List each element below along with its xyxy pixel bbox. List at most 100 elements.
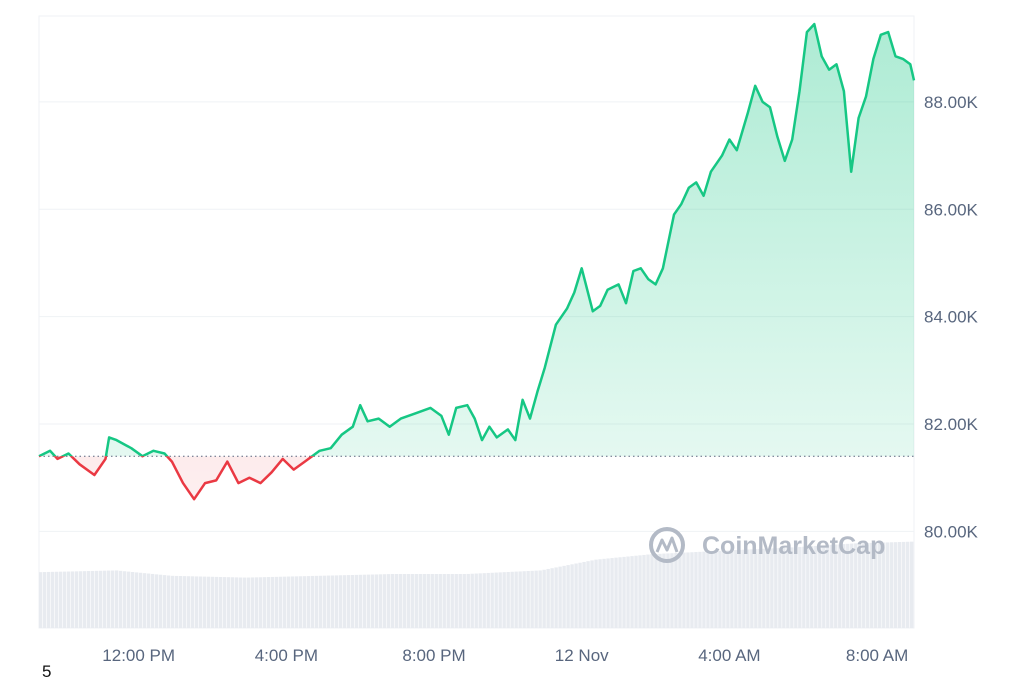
volume-bar [182,576,187,628]
volume-bar [586,561,590,628]
volume-bar [250,577,255,628]
volume-bar [362,574,367,628]
volume-bar [630,556,634,628]
volume-bar [382,574,387,628]
volume-bar [86,571,91,628]
volume-bar [78,571,83,628]
volume-bar [770,548,774,628]
volume-bar [150,573,155,628]
volume-bar [794,547,798,628]
volume-bar [774,548,778,628]
volume-bar [674,553,678,628]
volume-bar [122,571,127,628]
volume-bar [898,542,902,628]
volume-bar [878,542,882,628]
volume-bar [198,576,203,628]
y-axis: 80.00K 82.00K 84.00K 86.00K 88.00K [924,93,979,541]
volume-bar [186,576,191,628]
volume-bar [790,547,794,628]
watermark: CoinMarketCap [649,527,885,563]
volume-bar [634,555,638,628]
volume-bar [654,553,658,628]
volume-bar [606,558,610,628]
volume-bar [334,575,339,628]
volume-bar [414,574,418,628]
volume-bar [330,575,335,628]
volume-bar [726,550,730,628]
volume-bar [494,572,498,628]
volume-bar [866,543,870,628]
volume-bar [562,565,566,628]
volume-bar [134,572,139,628]
volume-bar [82,571,87,628]
volume-bar [746,549,750,628]
volume-bar [650,554,654,628]
volume-bar [322,575,327,628]
volume-bar [174,575,179,628]
volume-bar [138,572,143,628]
volume-bar [558,566,562,628]
volume-bar [170,575,175,628]
volume-bar [526,571,530,628]
x-tick-label: 4:00 AM [698,646,760,665]
volume-bar [814,545,818,628]
volume-bar [842,544,846,628]
volume-bar [210,576,215,628]
volume-bar [158,574,163,628]
volume-bar [458,574,462,628]
x-tick-label: 8:00 AM [846,646,908,665]
volume-bar [442,574,446,628]
volume-bar [742,549,746,628]
volume-bar [530,570,534,628]
volume-bar [502,572,506,628]
volume-bar [42,572,47,628]
volume-bar [374,574,379,628]
volume-bar [870,542,874,628]
volume-bar [394,574,398,628]
volume-bar [778,547,782,628]
volume-bar [618,557,622,628]
volume-bar [106,570,111,628]
volume-bar [534,570,538,628]
volume-bar [446,574,450,628]
volume-bar [486,572,490,628]
volume-bar [578,562,582,628]
volume-bar [402,574,406,628]
volume-bar [354,574,359,628]
volume-bar [598,559,602,628]
volume-bar [910,541,914,628]
volume-bar [594,559,598,628]
volume-bar [146,573,151,628]
volume-bar [786,547,790,628]
volume-bar [434,574,438,628]
volume-bar [294,576,299,628]
volume-bar [670,553,674,628]
volume-bar [550,568,554,628]
volume-bar [638,555,642,628]
volume-bar [854,543,858,628]
volume-bar [306,576,311,628]
volume-bar [290,576,295,628]
volume-bar [802,546,806,628]
volume-bar [222,577,227,628]
volume-bar [462,574,466,628]
volume-bar [74,571,79,628]
volume-bar [894,542,898,628]
volume-bar [646,554,650,628]
page-number: 5 [42,662,52,681]
volume-bar [810,546,814,628]
volume-bar [62,571,67,628]
volume-bar [886,542,890,628]
volume-bar [554,567,558,628]
volume-bar [710,551,714,628]
volume-bar [734,550,738,628]
x-axis: 12:00 PM 4:00 PM 8:00 PM 12 Nov 4:00 AM 8:00 … [102,646,908,665]
volume-bar [302,576,307,628]
volume-bar [230,577,235,628]
volume-bar [398,574,402,628]
volume-bar [418,574,422,628]
volume-bar [426,574,430,628]
volume-bar [422,574,426,628]
volume-bar [522,571,526,628]
